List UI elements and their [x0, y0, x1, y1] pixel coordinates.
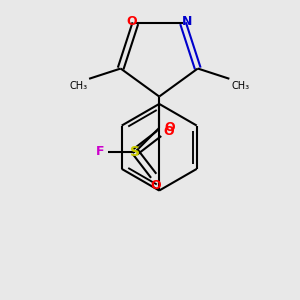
Text: CH₃: CH₃ — [231, 81, 249, 91]
Text: O: O — [126, 15, 137, 28]
Text: N: N — [182, 15, 192, 28]
Text: CH₃: CH₃ — [69, 81, 87, 91]
Text: F: F — [95, 145, 104, 158]
Text: O: O — [150, 179, 161, 193]
Text: O: O — [165, 122, 176, 134]
Text: O: O — [163, 125, 173, 138]
Text: S: S — [130, 145, 140, 159]
